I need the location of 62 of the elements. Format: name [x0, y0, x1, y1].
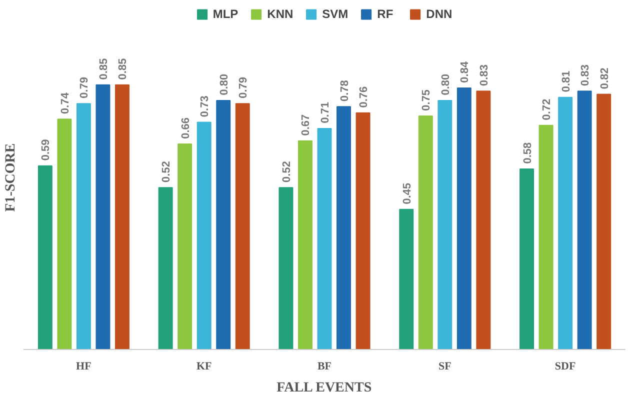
data-label: 0.58 [522, 142, 534, 164]
bar [336, 106, 352, 350]
bar [114, 84, 130, 350]
bar [158, 187, 173, 350]
bar [399, 208, 414, 350]
x-tick-label: SDF [554, 360, 576, 372]
data-label: 0.76 [358, 86, 370, 108]
legend-label: MLP [212, 7, 238, 21]
bar [520, 168, 534, 350]
bar [476, 90, 491, 350]
data-label: 0.52 [160, 161, 173, 182]
data-label: 0.74 [59, 92, 72, 114]
bar [235, 103, 250, 350]
data-label: 0.85 [117, 58, 130, 80]
data-label: 0.82 [598, 68, 611, 90]
bar [298, 140, 312, 350]
bar [538, 124, 554, 350]
x-tick-label: SF [438, 360, 452, 372]
y-axis-title: F1-SCORE [4, 143, 18, 212]
data-label: 0.45 [401, 182, 414, 204]
legend-label: RF [377, 7, 394, 21]
bar [558, 96, 573, 350]
bar [577, 90, 592, 350]
data-label: 0.67 [300, 114, 312, 136]
data-label: 0.72 [541, 98, 554, 120]
data-label: 0.79 [78, 76, 91, 98]
data-label: 0.66 [180, 117, 192, 139]
data-label: 0.80 [440, 74, 452, 96]
bar [196, 122, 212, 350]
bar [418, 116, 433, 350]
data-label: 0.79 [238, 76, 250, 98]
data-label: 0.85 [98, 58, 110, 80]
bar [57, 118, 72, 350]
data-label: 0.75 [420, 89, 433, 111]
legend-label: KNN [267, 7, 294, 21]
data-label: 0.81 [560, 70, 572, 92]
data-label: 0.52 [280, 161, 293, 182]
x-axis-title: FALL EVENTS [276, 380, 372, 396]
legend-label: SVM [322, 7, 348, 21]
data-label: 0.80 [218, 74, 230, 96]
bar [596, 94, 612, 350]
data-label: 0.78 [338, 80, 351, 102]
data-label: 0.59 [40, 139, 52, 161]
data-label: 0.84 [459, 60, 472, 83]
bar [356, 112, 370, 350]
bar [216, 100, 231, 350]
bar [76, 103, 91, 350]
legend-label: DNN [426, 7, 452, 21]
x-tick-label: KF [196, 360, 212, 372]
data-label: 0.83 [478, 64, 490, 86]
x-tick-label: HF [76, 360, 92, 372]
bar [38, 165, 52, 350]
bar [438, 100, 452, 350]
bar [278, 187, 294, 350]
x-tick-label: BF [317, 360, 332, 372]
bar [456, 88, 472, 350]
data-label: 0.83 [580, 64, 592, 86]
data-label: 0.73 [199, 96, 212, 118]
bar [96, 84, 110, 350]
bar [317, 128, 332, 350]
data-label: 0.71 [320, 102, 332, 124]
bar [178, 144, 192, 350]
